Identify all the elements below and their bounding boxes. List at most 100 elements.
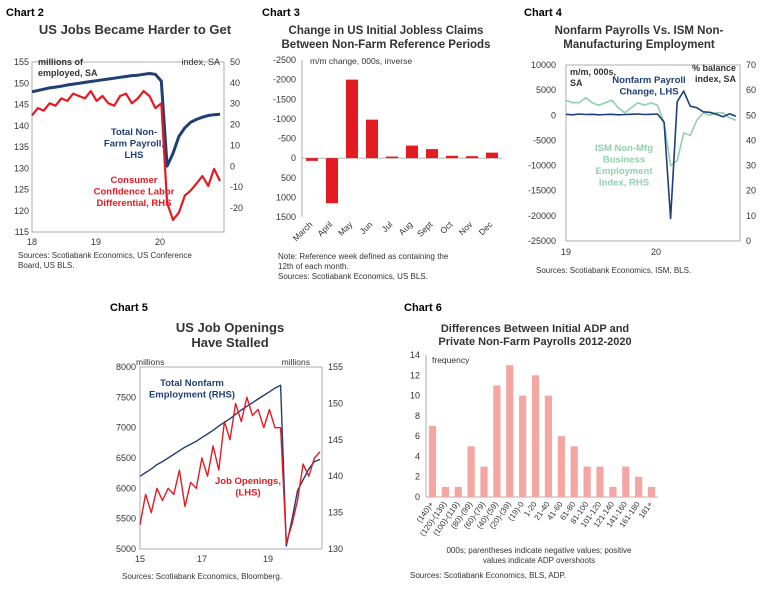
chart-3-x-tick-2: May: [336, 219, 355, 238]
chart-2-left-tick-1: 150: [14, 78, 29, 88]
chart-3-x-tick-4: Jul: [380, 219, 395, 234]
chart-3-bar-7: [446, 155, 458, 159]
chart-5-title-line-1: US Job Openings: [175, 320, 285, 335]
chart-3-unit: m/m change, 000s, inverse: [310, 56, 412, 66]
chart-6-bar-5: [493, 385, 501, 497]
chart-3-x-tick-6: Sept: [415, 219, 435, 239]
chart-4-x-tick-0: 19: [561, 247, 571, 257]
chart-4-left-tick-6: -20000: [528, 211, 556, 221]
chart-4-right-tick-2: 50: [746, 110, 756, 120]
chart-4-right-tick-7: 0: [746, 236, 751, 246]
chart-4-label: Chart 4: [524, 7, 562, 19]
chart-6-source: Sources: Scotiabank Economics, BLS, ADP.: [410, 571, 566, 580]
chart-6-plot: 14121086420frequency(140)+(120)-(139)(10…: [410, 350, 658, 538]
chart-5-right-tick-0: 155: [328, 362, 343, 372]
chart-6-bar-15: [622, 466, 630, 497]
chart-3-title-line-2: Between Non-Farm Reference Periods: [281, 39, 491, 51]
chart-4-ism-label-line-3: Index, RHS: [599, 178, 649, 189]
chart-2-right-unit: index, SA: [181, 57, 220, 67]
chart-5-x-tick-1: 17: [197, 554, 207, 564]
chart-6-label: Chart 6: [404, 302, 442, 314]
chart-2-x-tick-2: 20: [155, 237, 165, 247]
chart-5-openings-label-line-1: (LHS): [235, 488, 260, 499]
chart-6-bar-13: [596, 466, 604, 497]
chart-3-x-tick-1: April: [315, 219, 334, 238]
chart-6-y-tick-0: 14: [410, 350, 420, 360]
chart-4-x-tick-1: 20: [651, 247, 661, 257]
chart-3-label: Chart 3: [262, 7, 300, 19]
chart-2-right-tick-0: 50: [230, 57, 240, 67]
chart-5-left-tick-6: 5000: [116, 544, 136, 554]
chart-3-note-line-3: Sources: Scotiabank Economics, US BLS.: [278, 272, 428, 281]
chart-5-left-tick-3: 6500: [116, 453, 136, 463]
chart-2-x-tick-0: 18: [27, 237, 37, 247]
chart-4-series-ism: [565, 96, 737, 167]
chart-3-y-tick-5: 0: [291, 153, 296, 163]
chart-3-x-tick-9: Dec: [477, 219, 495, 237]
chart-4-ism-label-line-2: Employment: [595, 166, 653, 177]
chart-2-left-tick-3: 140: [14, 121, 29, 131]
chart-4-right-unit-line-0: % balance: [692, 63, 736, 73]
chart-4-title-line-1: Nonfarm Payrolls Vs. ISM Non-: [554, 25, 724, 37]
chart-5-title-line-2: Have Stalled: [191, 335, 269, 350]
chart-2-plot: 155 150 145 140 135 130 125 120 115 50 40 30 20 10 0 -1…: [14, 57, 243, 247]
chart-6-title-line-2: Private Non-Farm Payrolls 2012-2020: [438, 336, 632, 348]
chart-5-left-unit: millions: [136, 357, 164, 367]
chart-2-title: US Jobs Became Harder to Get: [38, 22, 232, 37]
chart-3-bar-9: [486, 152, 498, 159]
chart-4-series-payroll: [565, 90, 737, 220]
chart-4-left-unit-line-1: SA: [570, 78, 583, 88]
chart-4-title-line-2: Manufacturing Employment: [563, 39, 715, 51]
chart-2-confidence-label-line-0: Consumer: [111, 175, 158, 186]
chart-6-bar-0: [428, 426, 437, 497]
chart-4-left-tick-1: 5000: [536, 85, 556, 95]
chart-2-left-tick-6: 125: [14, 185, 29, 195]
chart-3-y-tick-6: 500: [281, 173, 296, 183]
chart-6-y-tick-2: 10: [410, 391, 420, 401]
chart-3-x-tick-0: March: [291, 219, 315, 243]
chart-5-label: Chart 5: [110, 302, 148, 314]
chart-5-left-tick-2: 7000: [116, 423, 136, 433]
chart-5-panel: Chart 5 US Job Openings Have Stalled 800…: [100, 295, 360, 590]
chart-5-x-tick-0: 15: [135, 554, 145, 564]
chart-4-plot: 10000 5000 0 -5000 -10000 -15000 -20000 -25000 7…: [528, 60, 756, 257]
chart-5-right-tick-1: 150: [328, 398, 343, 408]
chart-4-title: Nonfarm Payrolls Vs. ISM Non- Manufactur…: [514, 24, 764, 52]
chart-4-ism-label-line-1: Business: [603, 155, 645, 166]
chart-5-right-unit: millions: [282, 357, 310, 367]
chart-5-right-tick-5: 130: [328, 544, 343, 554]
chart-3-x-tick-7: Oct: [438, 219, 455, 236]
chart-5-left-tick-5: 5500: [116, 514, 136, 524]
chart-6-note-line-2: values indicate ADP overshoots: [482, 556, 596, 565]
chart-4-left-tick-7: -25000: [528, 236, 556, 246]
chart-6-bar-9: [544, 395, 553, 497]
chart-3-bar-3: [366, 119, 378, 159]
chart-6-y-tick-6: 2: [415, 472, 420, 482]
chart-5-employment-label-line-1: Employment (RHS): [149, 390, 235, 401]
chart-2-source-line-1: Sources: Scotiabank Economics, US Confer…: [18, 251, 192, 260]
chart-3-y-tick-2: -1500: [273, 94, 296, 104]
chart-4-right-tick-4: 30: [746, 161, 756, 171]
chart-5-frame: [139, 366, 323, 550]
chart-4-payroll-label-line-0: Nonfarm Payroll: [612, 75, 685, 86]
chart-2-panel: Chart 2 US Jobs Became Harder to Get 155…: [0, 0, 260, 285]
chart-2-right-tick-4: 10: [230, 140, 240, 150]
chart-5-plot: 8000 7500 7000 6500 6000 5500 5000 155 150 145 140…: [116, 357, 343, 564]
chart-2-left-tick-0: 155: [14, 57, 29, 67]
chart-4-left-tick-3: -5000: [533, 135, 556, 145]
chart-3-y-tick-7: 1000: [276, 192, 296, 202]
chart-4-right-tick-5: 20: [746, 186, 756, 196]
chart-5-right-tick-3: 140: [328, 471, 343, 481]
chart-6-bar-10: [557, 436, 565, 497]
chart-2-confidence-label-line-1: Confidence Labor: [94, 187, 175, 198]
chart-3-panel: Chart 3 Change in US Initial Jobless Cla…: [258, 0, 514, 290]
chart-6-bar-14: [609, 486, 617, 497]
chart-6-y-tick-3: 8: [415, 411, 420, 421]
chart-2-series-confidence: [31, 89, 221, 221]
chart-2-right-tick-5: 0: [230, 161, 235, 171]
chart-2-confidence-label-line-2: Differential, RHS: [97, 198, 172, 209]
chart-5-left-tick-1: 7500: [116, 392, 136, 402]
chart-5-employment-label-line-0: Total Nonfarm: [160, 378, 224, 389]
chart-3-bar-5: [406, 145, 418, 159]
chart-3-bar-4: [386, 156, 398, 159]
